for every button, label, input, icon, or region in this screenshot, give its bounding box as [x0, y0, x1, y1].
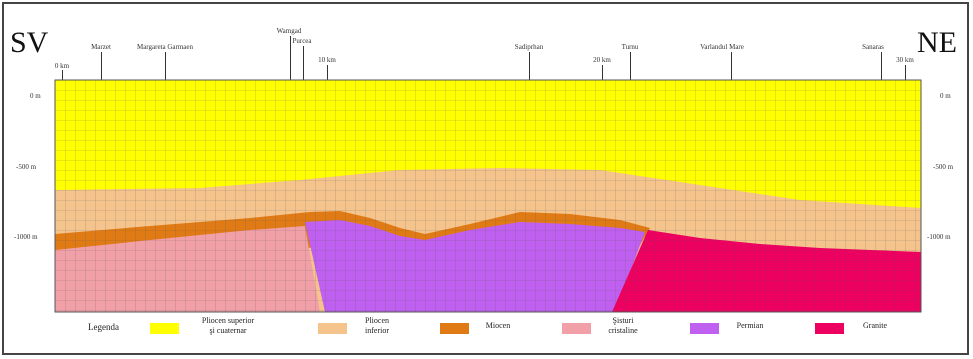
location-tick	[529, 52, 530, 80]
place-label: Sanaras	[862, 43, 884, 51]
legend-swatch-permian	[690, 323, 719, 334]
location-tick	[630, 52, 631, 80]
legend-swatch-pliocen-superior	[150, 323, 179, 334]
legend-label-permian: Permian	[736, 321, 764, 330]
depth-label-right: -1000 m	[927, 233, 951, 241]
location-tick	[731, 52, 732, 80]
legend-swatch-granite	[815, 323, 844, 334]
direction-label-sv: SV	[10, 26, 49, 59]
location-tick	[905, 65, 906, 80]
place-label: Marzet	[91, 43, 111, 51]
location-tick	[327, 65, 328, 80]
legend: Legenda Pliocen superior şi cuaternar Pli…	[0, 312, 973, 356]
location-tick	[165, 52, 166, 80]
depth-label-right: 0 m	[940, 92, 951, 100]
place-label: 20 km	[593, 56, 611, 64]
place-label: Margareta Garmaen	[136, 43, 194, 51]
location-tick	[62, 70, 63, 80]
location-tick	[101, 52, 102, 80]
location-tick	[881, 52, 882, 80]
depth-label-left: -500 m	[16, 163, 37, 171]
section-border	[54, 79, 922, 313]
legend-swatch-sisturi-cristaline	[562, 323, 591, 334]
legend-label-miocen: Miocen	[485, 321, 511, 330]
place-label: Sadiprhan	[514, 43, 544, 51]
place-label: Varlandul Mare	[700, 43, 744, 51]
legend-label-pliocen-inferior: Pliocen inferior	[365, 316, 389, 335]
grid-overlay	[55, 80, 921, 312]
location-tick	[303, 46, 304, 80]
location-tick	[602, 65, 603, 80]
legend-label-pliocen-superior: Pliocen superior şi cuaternar	[201, 316, 255, 335]
legend-swatch-miocen	[440, 323, 469, 334]
figure-frame	[2, 2, 969, 355]
legend-label-sisturi-cristaline: Şisturi cristaline	[608, 316, 638, 335]
place-label: 0 km	[54, 62, 70, 70]
legend-label-granite: Granite	[863, 321, 887, 330]
legend-title: Legenda	[88, 322, 119, 332]
place-label: 30 km	[896, 56, 914, 64]
place-label: Wamgad	[276, 27, 302, 35]
direction-label-ne: NE	[917, 26, 957, 59]
place-label: 10 km	[318, 56, 336, 64]
legend-swatch-pliocen-inferior	[318, 323, 347, 334]
depth-label-right: -500 m	[933, 163, 954, 171]
depth-label-left: -1000 m	[14, 233, 38, 241]
location-tick	[290, 36, 291, 80]
depth-label-left: 0 m	[30, 92, 41, 100]
place-label: Purcea	[292, 37, 312, 45]
place-label: Turnu	[621, 43, 639, 51]
